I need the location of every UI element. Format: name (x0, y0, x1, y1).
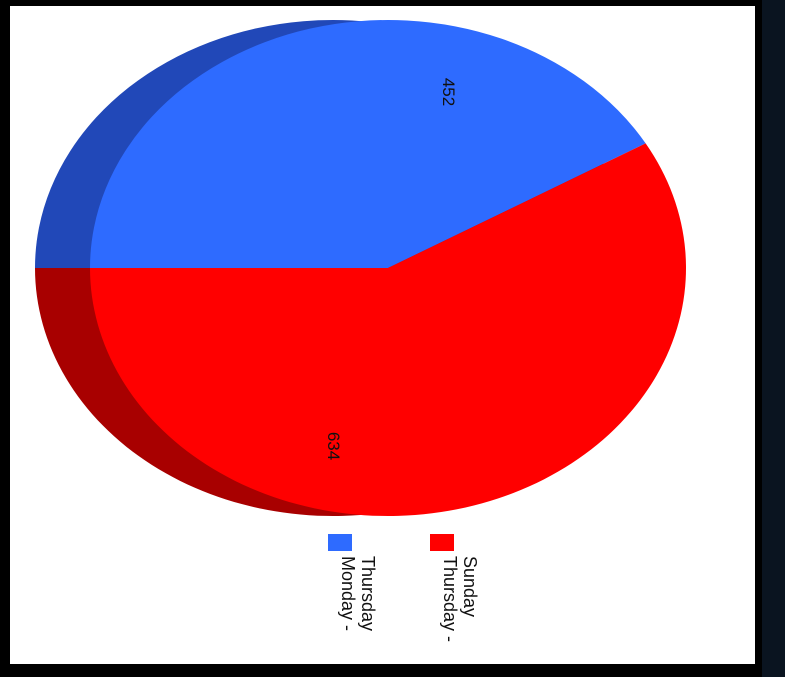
legend: Monday -Thursday Thursday -Sunday (328, 534, 480, 642)
pie-top-layer (90, 20, 686, 516)
legend-swatch-2 (430, 534, 454, 551)
legend-item-2[interactable]: Thursday -Sunday (430, 534, 480, 642)
chart-panel: 452 634 Monday -Thursday Thursday -Sunday (10, 6, 755, 664)
slice-labels: 452 634 (324, 78, 458, 460)
legend-label-1: Monday -Thursday (338, 556, 378, 631)
legend-item-1[interactable]: Monday -Thursday (328, 534, 378, 631)
legend-swatch-1 (328, 534, 352, 551)
pie-slice-2[interactable] (90, 143, 686, 516)
slice-value-label-2: 634 (324, 432, 343, 460)
pie-chart: 452 634 Monday -Thursday Thursday -Sunday (35, 20, 686, 642)
pie-slice-1[interactable] (90, 20, 646, 269)
window-frame-edge (762, 0, 785, 677)
legend-label-2: Thursday -Sunday (440, 556, 480, 642)
slice-value-label-1: 452 (439, 78, 458, 106)
